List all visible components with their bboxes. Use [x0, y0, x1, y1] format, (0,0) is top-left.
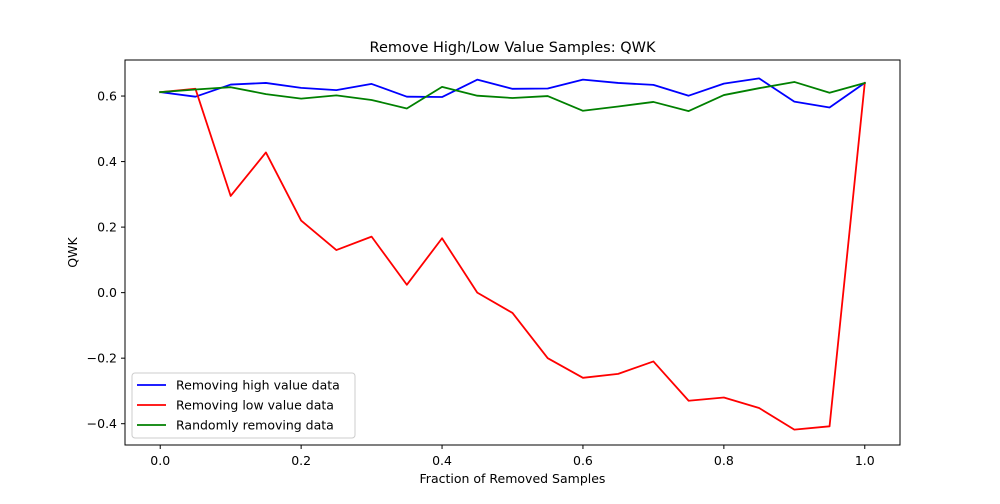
y-tick-label: 0.6	[97, 89, 117, 104]
series-line-1	[159, 81, 866, 431]
legend-label: Removing low value data	[176, 398, 334, 413]
legend-label: Randomly removing data	[176, 418, 334, 433]
axes-frame	[124, 59, 901, 446]
series-line-2	[159, 81, 866, 113]
y-axis: −0.4 −0.2 0.0 0.2 0.4 0.6	[87, 89, 125, 431]
series-layer	[159, 77, 867, 431]
y-tick-label: −0.4	[87, 416, 117, 431]
x-axis: 0.0 0.2 0.4 0.6 0.8 1.0	[150, 445, 875, 468]
chart-title: Remove High/Low Value Samples: QWK	[370, 40, 656, 56]
x-tick-label: 0.0	[150, 453, 170, 468]
y-tick-label: −0.2	[87, 351, 117, 366]
x-tick-label: 0.8	[714, 453, 734, 468]
x-axis-label: Fraction of Removed Samples	[420, 471, 606, 486]
y-tick-label: 0.0	[97, 285, 117, 300]
x-tick-label: 1.0	[855, 453, 875, 468]
x-tick-label: 0.2	[291, 453, 311, 468]
y-tick-label: 0.4	[97, 154, 117, 169]
legend: Removing high value data Removing low val…	[131, 372, 356, 439]
y-axis-label: QWK	[65, 237, 80, 268]
x-tick-label: 0.4	[432, 453, 452, 468]
legend-box	[131, 372, 356, 439]
y-tick-label: 0.2	[97, 220, 117, 235]
legend-label: Removing high value data	[176, 378, 340, 393]
series-line-0	[159, 77, 867, 109]
x-tick-label: 0.6	[573, 453, 593, 468]
